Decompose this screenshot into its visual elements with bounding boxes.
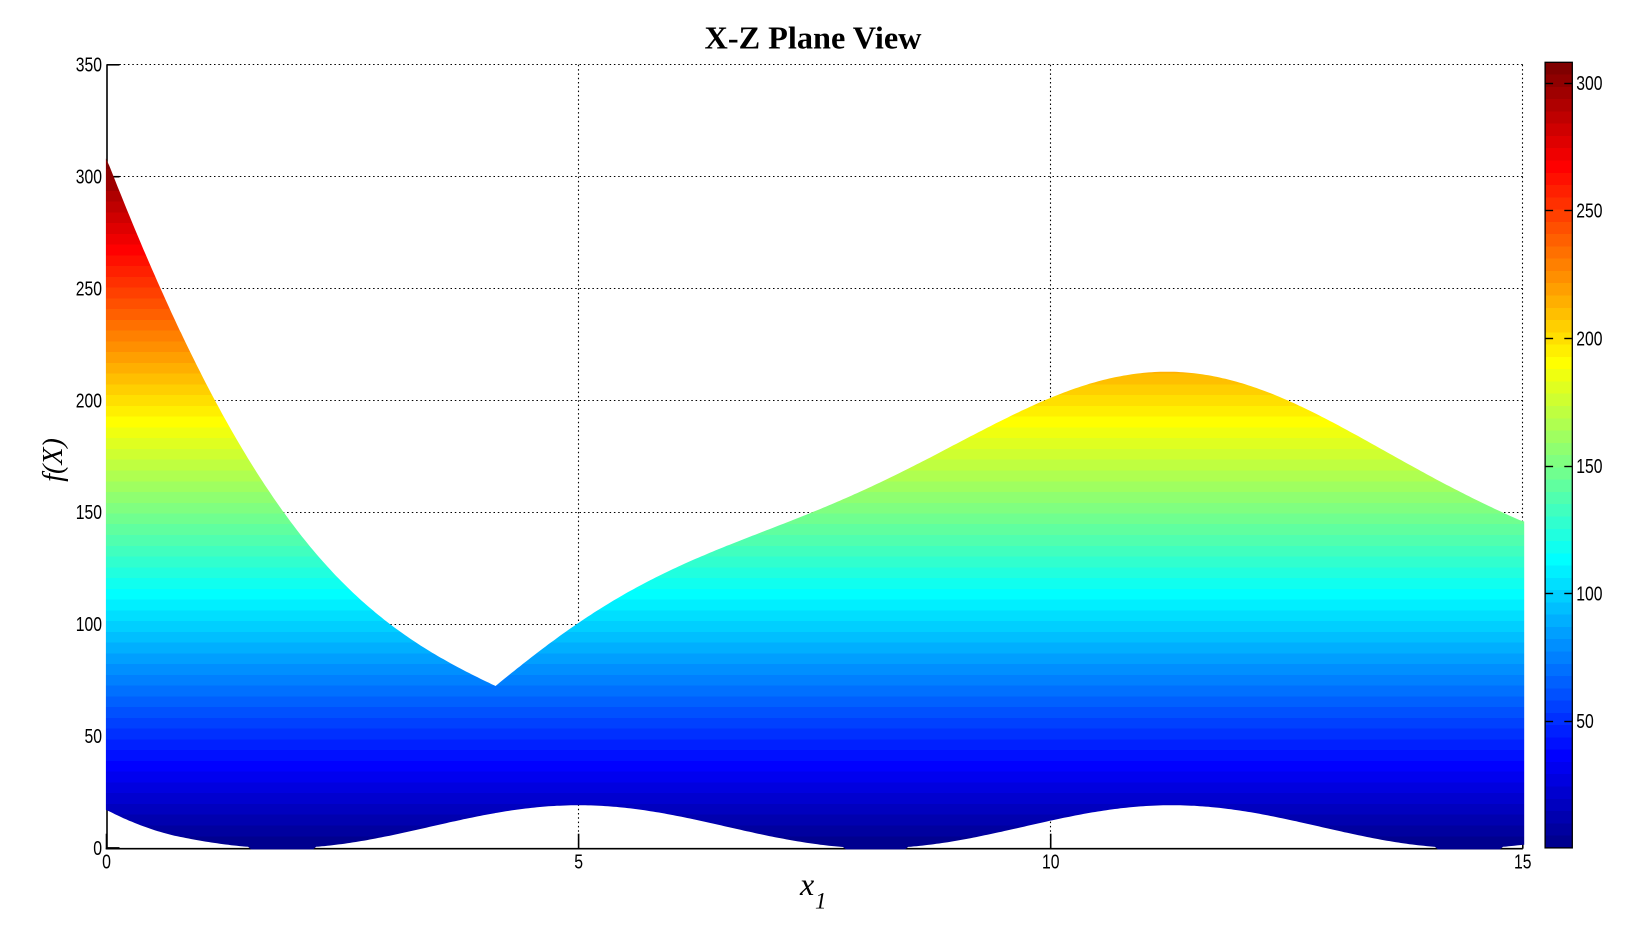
svg-text:100: 100 xyxy=(1576,584,1602,606)
svg-text:200: 200 xyxy=(1576,328,1602,350)
svg-text:150: 150 xyxy=(1576,456,1602,478)
svg-text:X-Z Plane View: X-Z Plane View xyxy=(705,21,922,56)
svg-text:15: 15 xyxy=(1514,852,1532,874)
svg-text:0: 0 xyxy=(93,838,102,860)
svg-text:50: 50 xyxy=(1576,711,1594,733)
svg-text:f(X): f(X) xyxy=(38,438,69,482)
svg-text:300: 300 xyxy=(1576,73,1602,95)
svg-text:250: 250 xyxy=(76,279,102,301)
svg-text:250: 250 xyxy=(1576,201,1602,223)
svg-text:0: 0 xyxy=(102,852,111,874)
svg-text:10: 10 xyxy=(1042,852,1060,874)
svg-text:150: 150 xyxy=(76,502,102,524)
svg-text:100: 100 xyxy=(76,614,102,636)
svg-text:350: 350 xyxy=(76,55,102,77)
svg-text:300: 300 xyxy=(76,167,102,189)
svg-text:5: 5 xyxy=(574,852,583,874)
svg-text:50: 50 xyxy=(85,726,103,748)
svg-text:200: 200 xyxy=(76,390,102,412)
svg-text:x1: x1 xyxy=(799,866,827,914)
